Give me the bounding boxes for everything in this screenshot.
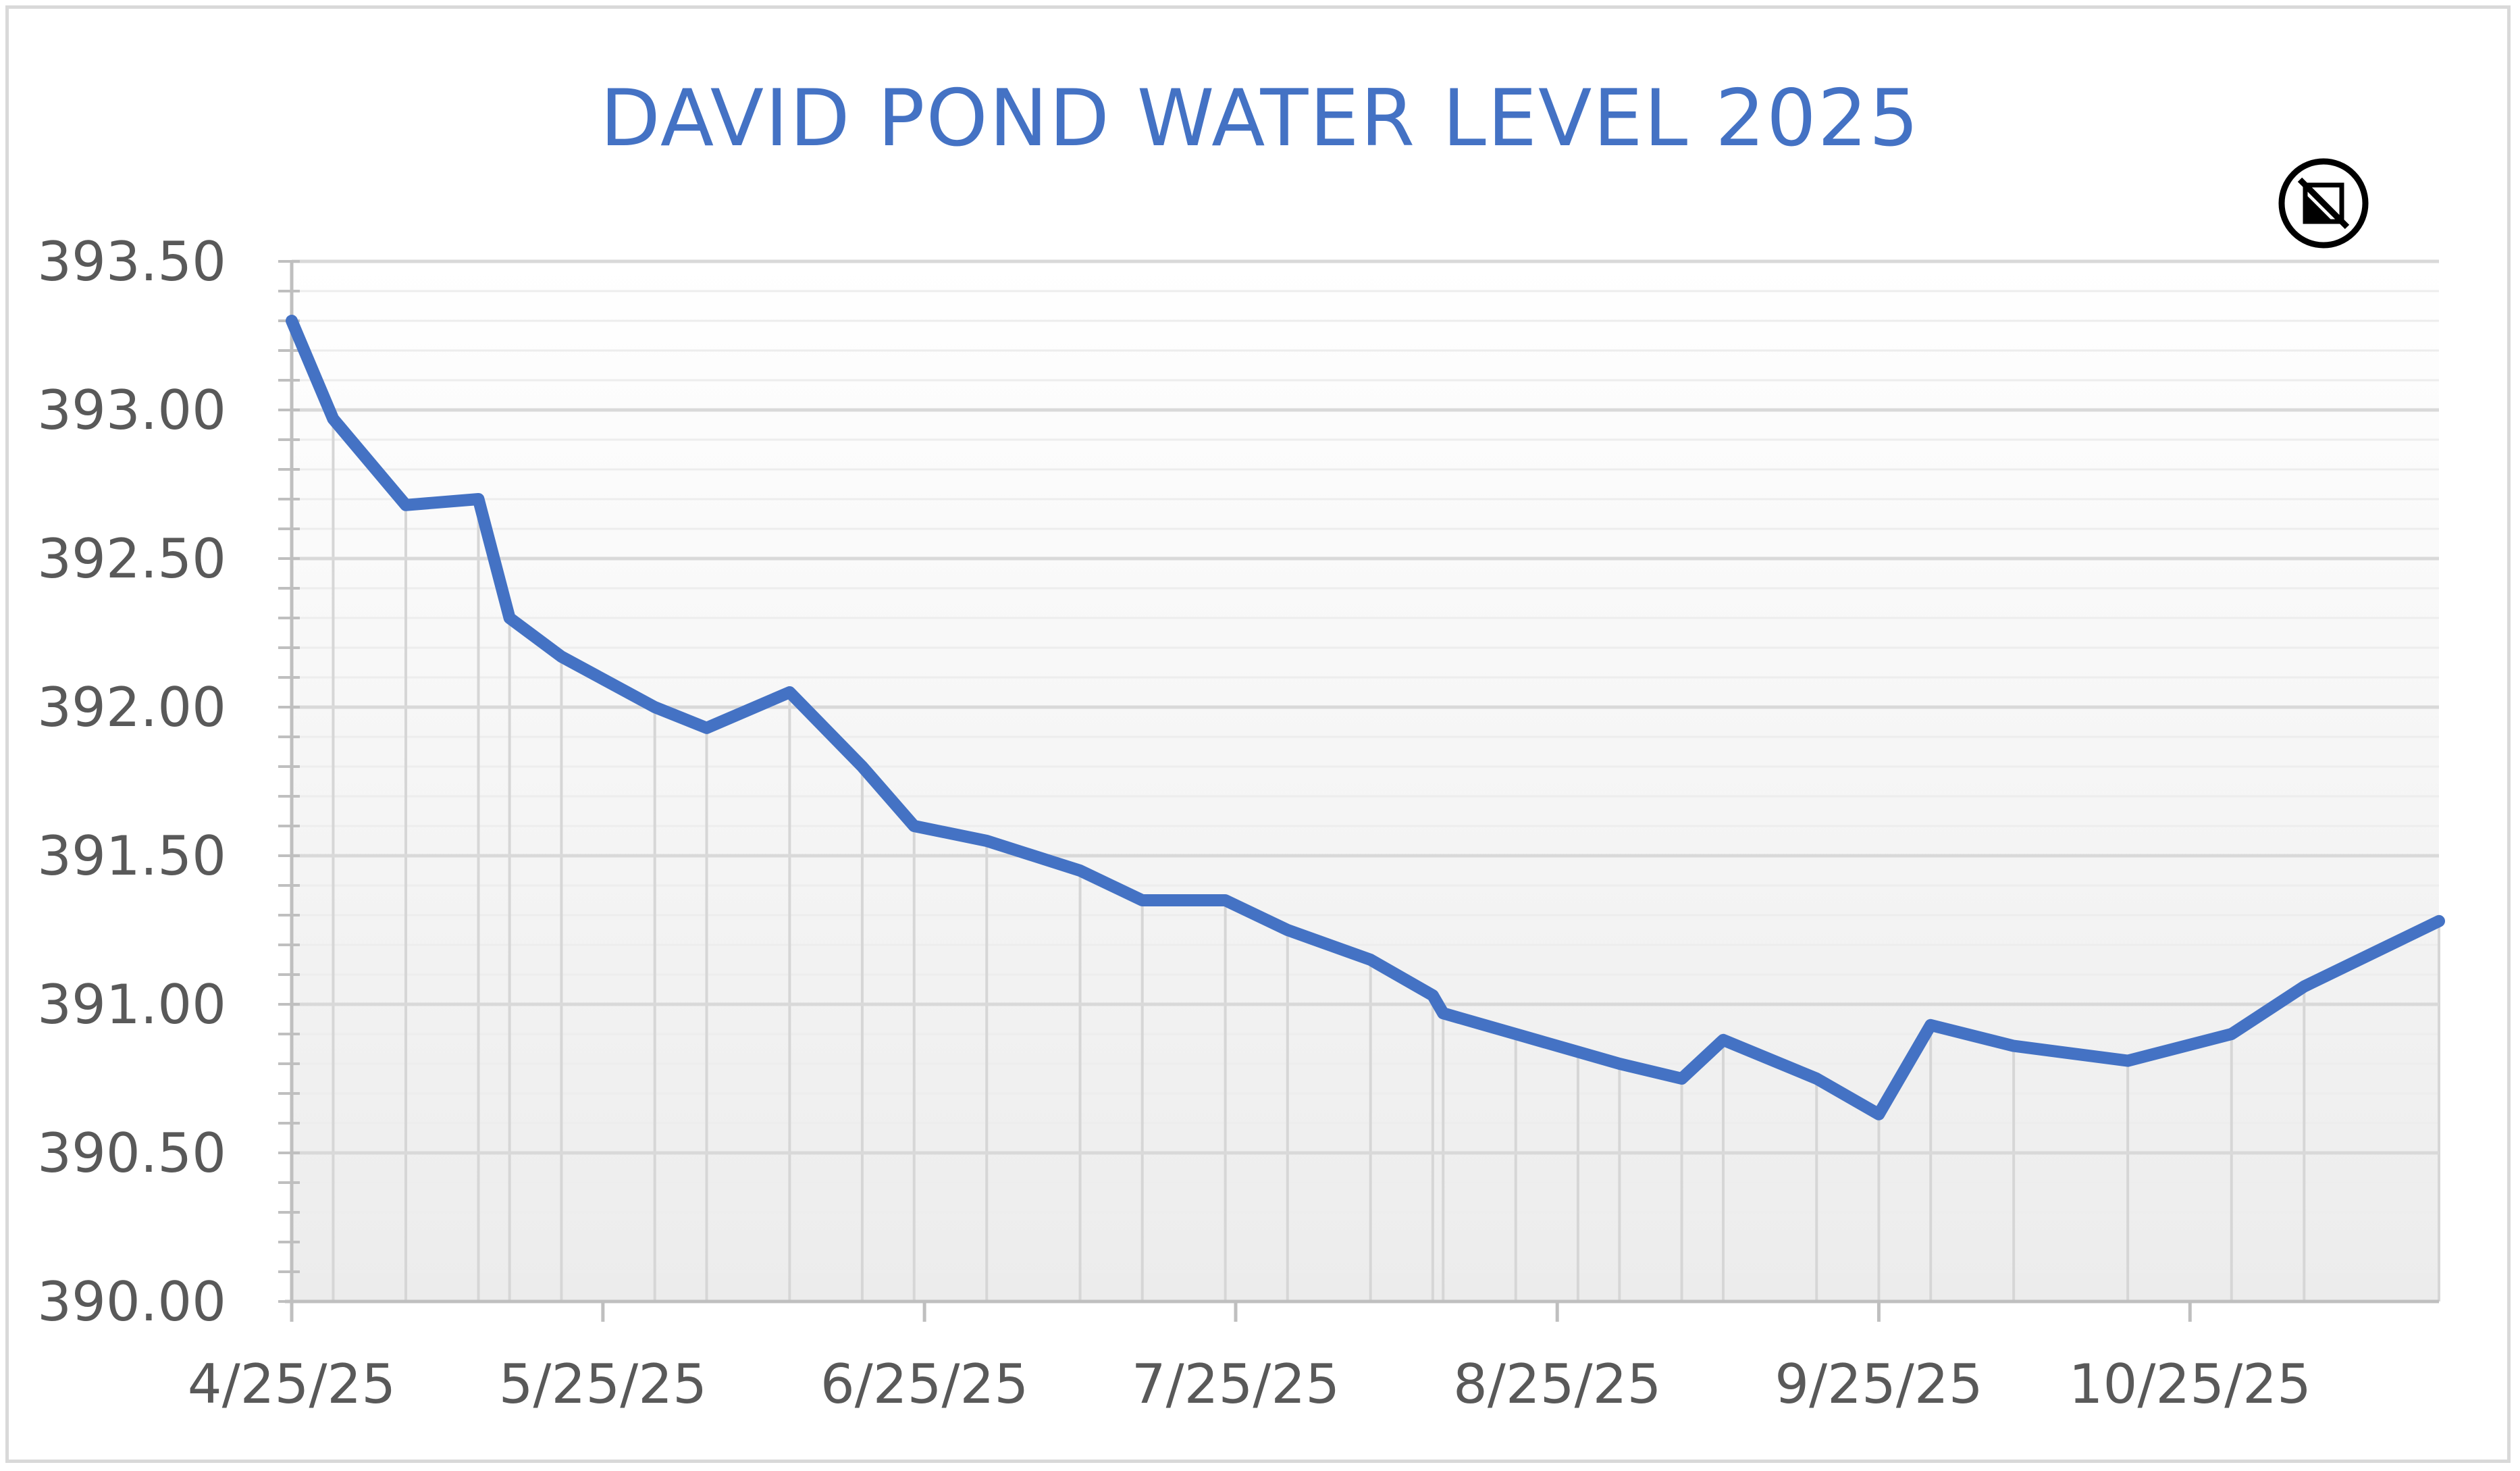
x-tick-label: 10/25/25 [2069,1353,2311,1416]
y-tick-label: 390.50 [37,1122,226,1185]
y-tick-label: 393.50 [37,230,226,293]
major-gridlines [292,259,2439,1155]
y-tick-label: 393.00 [37,379,226,442]
y-tick-label: 390.00 [37,1270,226,1333]
x-tick-label: 4/25/25 [188,1353,396,1416]
chart-title: DAVID POND WATER LEVEL 2025 [600,73,1920,164]
minor-gridlines [292,290,2439,1273]
y-tick-label: 392.00 [37,676,226,739]
x-tick-label: 9/25/25 [1775,1353,1983,1416]
no-entry-icon [2278,158,2369,249]
y-tick-label: 392.50 [37,527,226,590]
x-tick-label: 8/25/25 [1453,1353,1661,1416]
x-axis-tick-labels: 4/25/25 5/25/25 6/25/25 7/25/25 8/25/25 9/25/… [188,1353,2311,1416]
y-axis-tick-labels: 393.50 393.00 392.50 392.00 391.50 391.00 390.… [37,230,226,1333]
y-axis-minor-ticks [278,260,300,1303]
vertical-droplines [290,321,2440,1301]
y-tick-label: 391.00 [37,973,226,1036]
plot-area [292,261,2439,1301]
x-tick-label: 5/25/25 [499,1353,707,1416]
x-tick-label: 7/25/25 [1132,1353,1340,1416]
series-line [286,315,2445,1120]
series-group [286,315,2445,1120]
x-tick-label: 6/25/25 [820,1353,1028,1416]
axes [285,261,2439,1322]
y-tick-label: 391.50 [37,825,226,887]
